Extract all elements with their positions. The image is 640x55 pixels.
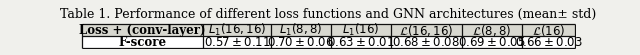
Text: $0.63\pm0.01$: $0.63\pm0.01$: [327, 36, 395, 49]
Text: F-score: F-score: [118, 36, 166, 49]
Bar: [83, 24, 575, 36]
Bar: [83, 36, 575, 48]
Text: $L_1(16)$: $L_1(16)$: [342, 22, 380, 38]
Text: $0.57\pm0.11$: $0.57\pm0.11$: [204, 36, 270, 49]
Text: $0.66\pm0.03$: $0.66\pm0.03$: [515, 36, 582, 49]
Text: Table 1. Performance of different loss functions and GNN architectures (mean± st: Table 1. Performance of different loss f…: [60, 8, 596, 21]
Text: $\mathcal{L}(8,8)$: $\mathcal{L}(8,8)$: [472, 23, 511, 38]
Text: $0.69\pm0.05$: $0.69\pm0.05$: [458, 36, 525, 49]
Text: $0.70\pm0.06$: $0.70\pm0.06$: [268, 36, 335, 49]
Text: $L_1(8,8)$: $L_1(8,8)$: [280, 22, 323, 38]
Text: $0.68\pm0.08$: $0.68\pm0.08$: [392, 36, 460, 49]
Text: $\mathcal{L}(16)$: $\mathcal{L}(16)$: [532, 23, 565, 38]
Text: Loss + (conv-layer): Loss + (conv-layer): [79, 24, 206, 37]
Text: $\mathcal{L}(16,16)$: $\mathcal{L}(16,16)$: [399, 23, 454, 38]
Text: $L_1(16,16)$: $L_1(16,16)$: [208, 22, 266, 38]
